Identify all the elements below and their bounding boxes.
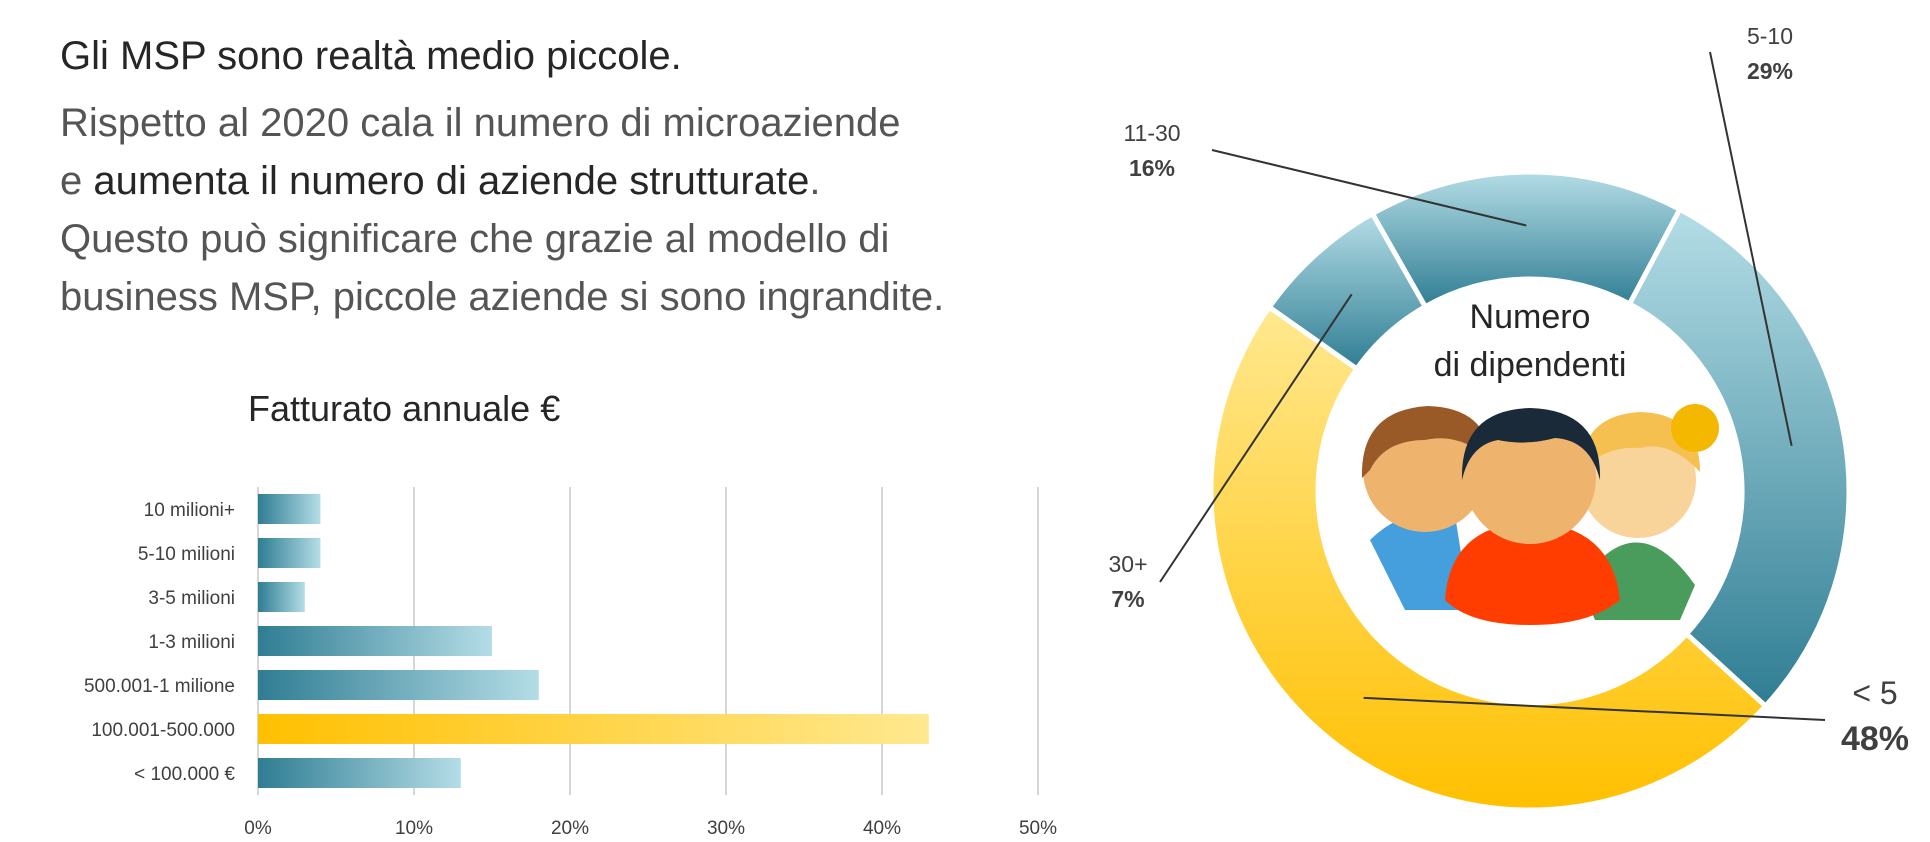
headline: Gli MSP sono realtà medio piccole. <box>60 34 682 78</box>
intro-text: Gli MSP sono realtà medio piccole. Rispe… <box>60 30 1060 326</box>
category-label: 1-3 milioni <box>148 632 235 653</box>
bar-chart: 0% 10% 20% 30% 40% 50% 10 milioni+ 5-10 milioni… <box>84 487 1057 839</box>
leader-line <box>1363 696 1826 721</box>
slice-percentage: 29% <box>1747 58 1793 84</box>
slice-label: 30+ <box>1108 551 1147 577</box>
x-tick-label: 10% <box>395 818 433 839</box>
category-label: < 100.000 € <box>134 764 235 785</box>
slice-percentage: 16% <box>1129 155 1175 181</box>
bar <box>258 670 539 700</box>
x-tick-label: 50% <box>1019 818 1057 839</box>
x-tick-label: 0% <box>244 818 272 839</box>
bar <box>258 758 461 788</box>
donut-center-label: di dipendenti <box>1434 346 1627 384</box>
slice-label: 11-30 <box>1123 120 1180 146</box>
category-label: 10 milioni+ <box>144 500 235 521</box>
x-tick-label: 30% <box>707 818 745 839</box>
donut-slice <box>1208 303 1770 813</box>
x-tick-label: 40% <box>863 818 901 839</box>
slice-label: 5-10 <box>1747 23 1793 49</box>
leader-line <box>1211 149 1527 227</box>
intro-line-4: business MSP, piccole aziende si sono in… <box>60 275 945 319</box>
donut-slice <box>1626 205 1852 710</box>
bar-chart-title: Fatturato annuale € <box>248 388 561 429</box>
three-people-icon <box>1361 404 1719 625</box>
x-tick-label: 20% <box>551 818 589 839</box>
donut-center-label: Numero <box>1470 298 1591 336</box>
leader-line <box>1709 51 1793 447</box>
leader-line <box>1159 293 1353 583</box>
bar <box>258 626 492 656</box>
slice-percentage: 48% <box>1841 720 1909 758</box>
category-label: 100.001-500.000 <box>91 720 235 741</box>
bar <box>258 494 321 524</box>
category-label: 5-10 milioni <box>138 544 235 565</box>
donut-chart: 5-10 29% < 5 48% 30+ 7% 11-30 16% Numero di dipen… <box>1108 23 1909 813</box>
donut-slice <box>1369 169 1684 311</box>
bar <box>258 538 321 568</box>
intro-line-1: Rispetto al 2020 cala il numero di micro… <box>60 101 901 145</box>
slice-label: < 5 <box>1852 675 1897 711</box>
category-label: 3-5 milioni <box>148 588 235 609</box>
bar <box>258 714 929 744</box>
category-label: 500.001-1 milione <box>84 676 235 697</box>
intro-line-3: Questo può significare che grazie al mod… <box>60 217 890 261</box>
intro-highlight: aumenta il numero di aziende strutturate <box>93 159 810 203</box>
slice-percentage: 7% <box>1111 586 1144 612</box>
bar <box>258 582 305 612</box>
intro-paragraph: Rispetto al 2020 cala il numero di micro… <box>60 101 945 319</box>
